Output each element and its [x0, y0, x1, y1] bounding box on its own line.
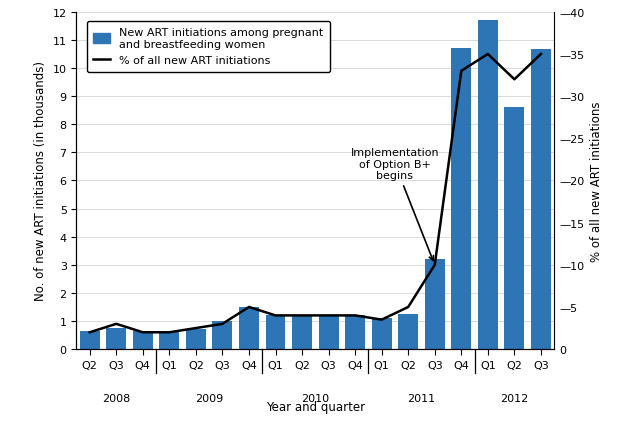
Bar — [80, 331, 99, 349]
Bar — [425, 259, 445, 349]
Bar — [133, 331, 153, 349]
Text: 2010: 2010 — [301, 393, 329, 403]
Y-axis label: No. of new ART initiations (in thousands): No. of new ART initiations (in thousands… — [34, 61, 47, 301]
Bar — [318, 316, 338, 349]
Bar — [372, 319, 392, 349]
Text: 2011: 2011 — [408, 393, 436, 403]
Text: 2009: 2009 — [195, 393, 224, 403]
Bar — [478, 21, 497, 349]
Bar — [531, 50, 551, 349]
X-axis label: Year and quarter: Year and quarter — [266, 400, 365, 413]
Text: Implementation
of Option B+
begins: Implementation of Option B+ begins — [350, 148, 440, 261]
Legend: New ART initiations among pregnant
and breastfeeding women, % of all new ART ini: New ART initiations among pregnant and b… — [87, 22, 330, 73]
Bar — [398, 314, 418, 349]
Bar — [159, 332, 179, 349]
Bar — [106, 328, 126, 349]
Bar — [292, 316, 312, 349]
Bar — [266, 316, 285, 349]
Y-axis label: % of all new ART initiations: % of all new ART initiations — [590, 101, 603, 261]
Bar — [186, 329, 206, 349]
Text: 2012: 2012 — [500, 393, 529, 403]
Bar — [345, 316, 365, 349]
Bar — [213, 321, 233, 349]
Bar — [505, 108, 524, 349]
Bar — [452, 49, 471, 349]
Bar — [239, 307, 259, 349]
Text: 2008: 2008 — [102, 393, 131, 403]
